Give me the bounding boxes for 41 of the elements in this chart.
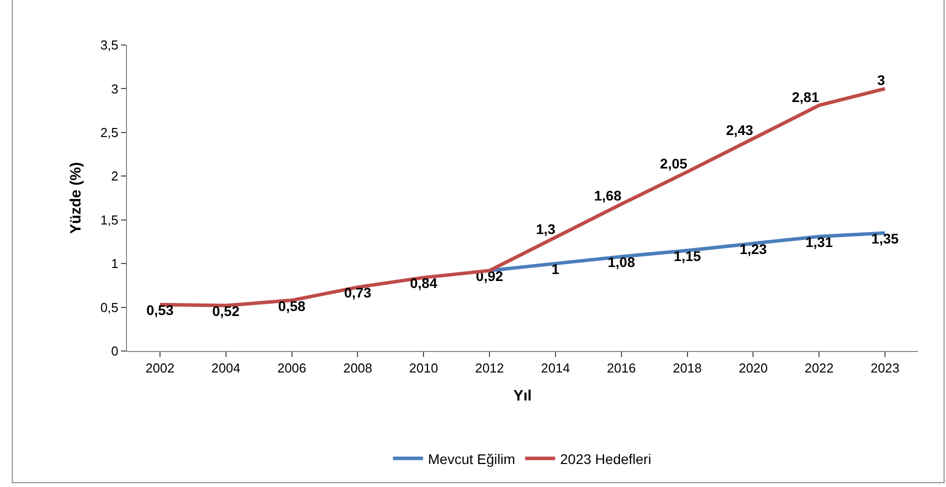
data-label: 1,68: [594, 188, 622, 204]
data-label: 1,23: [740, 240, 768, 257]
data-label: 1: [552, 261, 560, 278]
x-axis-title: Yıl: [513, 388, 532, 405]
x-tick-label: 2006: [277, 360, 306, 376]
data-label: 2,81: [792, 88, 820, 105]
data-label: 0,84: [410, 275, 438, 292]
data-label: 1,35: [871, 230, 899, 246]
y-tick-label: 0,5: [100, 300, 118, 315]
x-tick-label: 2020: [738, 360, 768, 376]
data-label: 2,43: [726, 122, 754, 138]
data-label: 1,31: [806, 234, 833, 250]
x-tick-label: 2014: [541, 360, 570, 376]
x-tick-label: 2002: [146, 360, 174, 376]
x-tick-label: 2008: [343, 360, 372, 376]
legend-label: Mevcut Eğilim: [428, 450, 516, 467]
y-tick-label: 3,5: [100, 38, 118, 53]
y-axis-title: Yüzde (%): [68, 162, 85, 234]
legend-label: 2023 Hedefleri: [560, 450, 652, 467]
x-tick-label: 2004: [211, 360, 240, 376]
data-label: 3: [877, 72, 886, 88]
data-label: 2,05: [660, 155, 688, 172]
x-tick-label: 2018: [672, 360, 702, 376]
data-label: 0,58: [278, 298, 306, 314]
y-tick-label: 2,5: [100, 124, 118, 140]
data-label: 0,52: [212, 303, 240, 320]
y-tick-label: 1,5: [100, 212, 118, 228]
data-label: 1,08: [608, 254, 636, 270]
x-tick-label: 2016: [606, 360, 636, 376]
y-tick-label: 2: [111, 168, 118, 184]
data-label: 0,73: [344, 284, 372, 301]
x-tick-label: 2023: [870, 360, 900, 376]
x-tick-label: 2022: [804, 360, 834, 376]
y-tick-label: 3: [111, 81, 118, 96]
x-tick-label: 2012: [475, 360, 504, 376]
x-tick-label: 2010: [409, 360, 438, 376]
y-tick-label: 1: [111, 256, 118, 272]
data-label: 1,15: [674, 248, 702, 264]
data-label: 1,3: [536, 220, 556, 237]
data-label: 0,53: [146, 302, 174, 318]
y-tick-label: 0: [111, 344, 118, 359]
